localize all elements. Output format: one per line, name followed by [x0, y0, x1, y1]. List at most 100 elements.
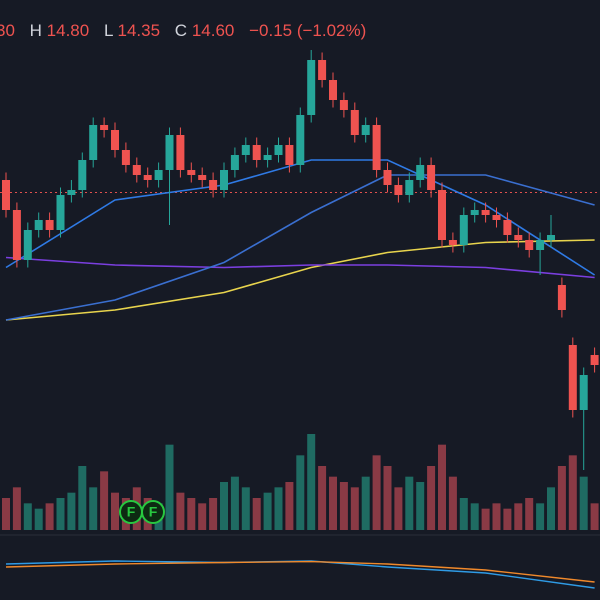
volume-bar: [416, 482, 425, 530]
moving-average: [5, 256, 595, 279]
candle-body: [241, 145, 250, 155]
volume-bar: [165, 444, 174, 530]
candle-body: [121, 150, 130, 165]
volume-bar: [296, 455, 305, 530]
candle-body: [405, 180, 414, 195]
candle-body: [56, 195, 65, 230]
change: −0.15 (−1.02%): [249, 21, 366, 40]
candle-body: [89, 125, 98, 160]
close-value: 14.60: [192, 21, 235, 40]
candle-body: [459, 215, 468, 245]
volume-bar: [361, 476, 370, 530]
candle-body: [579, 375, 588, 410]
volume-bar: [187, 498, 196, 530]
volume-bar: [307, 434, 316, 530]
volume-bar: [67, 492, 76, 530]
volume-bar: [568, 455, 577, 530]
candle-body: [470, 210, 479, 215]
candle-body: [481, 210, 490, 215]
volume-bar: [459, 498, 468, 530]
volume-bar: [579, 476, 588, 530]
marker-label: F: [149, 504, 158, 520]
volume-bar: [274, 487, 283, 530]
volume-bar: [536, 503, 545, 530]
moving-average: [5, 174, 595, 321]
volume-bar: [350, 487, 359, 530]
volume-bar: [34, 508, 43, 530]
candle-body: [416, 165, 425, 180]
plot: [0, 50, 600, 589]
volume-bar: [329, 476, 337, 530]
candle-body: [274, 145, 283, 155]
marker-label: F: [127, 504, 136, 520]
moving-average: [5, 159, 596, 276]
volume-bar: [285, 482, 294, 530]
volume-bar: [514, 503, 523, 530]
candle-body: [350, 110, 359, 135]
candle-body: [12, 210, 21, 260]
volume-bar: [405, 476, 414, 530]
close-label: C: [175, 21, 187, 40]
candle-body: [78, 160, 87, 190]
volume-bar: [383, 466, 392, 530]
candle-body: [383, 170, 392, 185]
candle-body: [187, 170, 196, 175]
candle-body: [45, 220, 54, 230]
candle-body: [285, 145, 294, 165]
candle-body: [296, 115, 305, 165]
volume-bar: [503, 508, 512, 530]
low-value: 14.35: [118, 21, 161, 40]
candle-body: [132, 165, 141, 175]
volume-bar: [45, 503, 54, 530]
candle-body: [503, 220, 512, 235]
high-label: H: [30, 21, 42, 40]
volume-bar: [2, 498, 10, 530]
candle-body: [34, 220, 43, 230]
candle-body: [492, 215, 501, 220]
volume-bar: [372, 455, 381, 530]
volume-bar: [241, 487, 250, 530]
volume-bar: [547, 487, 555, 530]
candle-body: [427, 165, 436, 190]
candle-body: [230, 155, 239, 170]
volume-bar: [492, 503, 501, 530]
candle-body: [252, 145, 261, 160]
candle-body: [394, 185, 403, 195]
candle-body: [568, 345, 577, 410]
candle-body: [23, 230, 32, 260]
candle-body: [547, 235, 555, 240]
candle-body: [361, 125, 370, 135]
candle-body: [100, 125, 109, 130]
candle-body: [198, 175, 207, 180]
candle-body: [318, 60, 327, 80]
moving-average: [5, 239, 595, 321]
high-value: 14.80: [47, 21, 90, 40]
candle-body: [372, 125, 381, 170]
volume-bar: [100, 471, 109, 530]
ohlc-header: 30 H 14.80 L 14.35 C 14.60 −0.15 (−1.02%…: [0, 21, 366, 40]
volume-bar: [525, 498, 534, 530]
volume-bar: [220, 482, 228, 530]
volume-bar: [23, 503, 32, 530]
volume-bar: [56, 498, 65, 530]
candle-body: [111, 130, 119, 150]
candle-body: [176, 135, 185, 170]
candle-body: [536, 240, 545, 250]
volume-bar: [12, 487, 21, 530]
candle-body: [143, 175, 152, 180]
candle-body: [590, 355, 599, 365]
volume-bar: [557, 466, 566, 530]
volume-bar: [252, 498, 261, 530]
candle-body: [438, 190, 446, 240]
candle-body: [220, 170, 228, 190]
candle-body: [2, 180, 10, 210]
volume-bar: [176, 492, 185, 530]
volume-bar: [111, 492, 119, 530]
candle-body: [307, 60, 316, 115]
candle-body: [209, 180, 218, 190]
candle-body: [154, 170, 163, 180]
volume-bar: [318, 466, 327, 530]
volume-bar: [209, 498, 218, 530]
volume-bar: [448, 476, 457, 530]
volume-bar: [339, 482, 348, 530]
